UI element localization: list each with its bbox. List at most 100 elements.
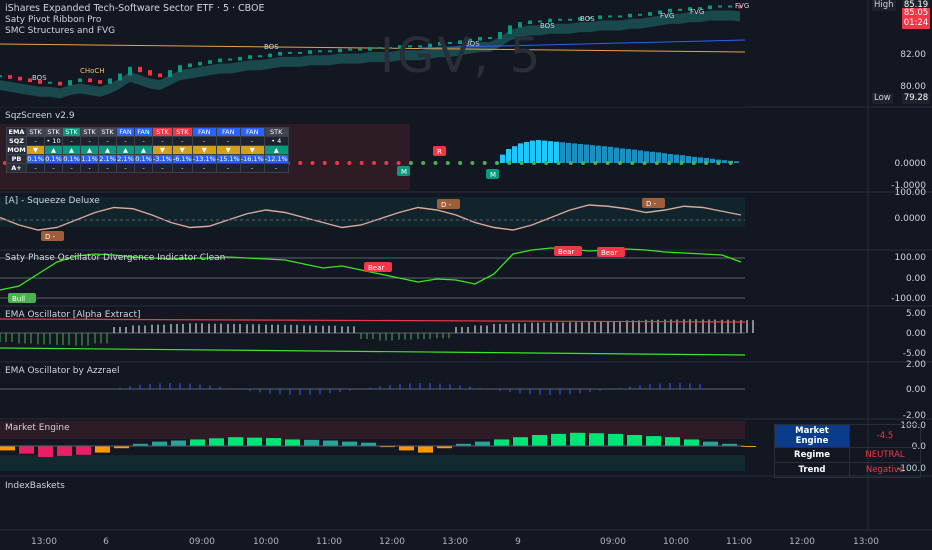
pivot-ribbon	[0, 10, 740, 99]
sqz-row-aplus: A+ - - - - - - - - - - - - -	[6, 163, 289, 173]
price-candle	[478, 36, 482, 41]
price-candle	[738, 5, 742, 9]
sqz-tick-neg1: -1.0000	[891, 181, 926, 191]
sqz-cell: ▼	[239, 145, 265, 155]
pane-title-sqzscreen: SqzScreen v2.9	[5, 111, 75, 121]
price-candle	[468, 38, 472, 43]
market-engine-row: Market Engine -4.5	[774, 424, 921, 448]
price-candle	[78, 78, 82, 83]
price-candle	[368, 46, 372, 51]
price-candle	[658, 10, 662, 15]
sqz-cell: ▲	[263, 145, 289, 155]
sqz-cell: -	[239, 163, 265, 173]
price-candle	[168, 70, 172, 78]
sqz-cell: -	[191, 163, 217, 173]
me-bar	[399, 446, 414, 451]
sqz-row-label: A+	[6, 163, 27, 173]
price-candle	[288, 51, 292, 54]
pane-title-squeeze-deluxe: [A] - Squeeze Deluxe	[5, 196, 100, 206]
sqz-bar	[692, 156, 697, 163]
sqz-bar	[548, 141, 553, 163]
signal-label: D -	[45, 233, 56, 241]
sqz-cell: -	[152, 163, 173, 173]
sqz-cell: -6.1%	[171, 154, 193, 164]
me-bar	[171, 440, 186, 446]
price-candle	[38, 80, 42, 84]
sqz-bar	[644, 151, 649, 163]
sqz-dot	[593, 161, 598, 165]
sqz-bar	[710, 158, 715, 163]
sqz-bar	[512, 146, 517, 163]
price-candle	[718, 5, 722, 8]
me-bar	[665, 437, 680, 446]
price-candle	[428, 43, 432, 48]
time-label: 13:00	[31, 537, 57, 547]
smc-label: FVG	[660, 12, 674, 20]
sqz-dot	[433, 161, 438, 165]
price-tick-82: 82.00	[900, 50, 926, 60]
sqz-dot	[408, 161, 413, 165]
emaa-upper-band	[0, 318, 746, 323]
sqz-bar	[542, 140, 547, 163]
sqz-bar	[572, 143, 577, 163]
me-bar	[646, 436, 661, 446]
price-candle	[438, 41, 442, 46]
sqz-cell: -	[80, 136, 99, 146]
price-candle	[418, 45, 422, 48]
phase-tick-0: 0.00	[905, 274, 926, 284]
smc-label: FVG	[735, 2, 749, 10]
sqz-dot	[322, 161, 327, 165]
price-candle	[108, 78, 112, 84]
trend-row: Trend Negative	[774, 462, 921, 478]
price-candle	[548, 18, 552, 23]
sqz-cell: ▲	[116, 145, 135, 155]
pivot-line	[419, 39, 746, 49]
sqz-header-cell: STK	[44, 127, 63, 137]
me-bar	[361, 442, 376, 446]
sqz-dot	[310, 161, 315, 165]
smc-label: BOS	[32, 74, 47, 82]
price-pane-bg	[0, 0, 745, 107]
sqz-header-cell: EMA	[6, 127, 27, 137]
price-candle	[458, 40, 462, 44]
sqz-dot	[372, 161, 376, 165]
sqz-cell: -3.1%	[152, 154, 173, 164]
sqz-bar	[536, 140, 541, 163]
sqz-dot	[347, 161, 352, 165]
sqz-dot	[568, 161, 573, 165]
sqz-bar	[554, 141, 559, 163]
sqz-dot	[679, 161, 684, 165]
sqz-bar	[650, 151, 655, 163]
me-bar	[38, 446, 53, 457]
sqz-cell: -	[98, 136, 117, 146]
sqz-dot	[581, 161, 586, 165]
price-candle	[688, 7, 692, 11]
sqz-cell: 0.1%	[26, 154, 45, 164]
signal-label: M	[490, 171, 496, 179]
sqz-header-cell: FAN	[134, 127, 153, 137]
price-candle	[28, 78, 32, 83]
sqz-cell: -	[98, 163, 117, 173]
sqz-cell: • 10	[44, 136, 63, 146]
me-bar	[741, 446, 756, 447]
sqz-dot	[519, 161, 524, 165]
price-candle	[278, 51, 282, 56]
price-candle	[0, 75, 2, 78]
sqd-band	[0, 197, 745, 227]
price-candle	[488, 36, 492, 39]
me-bar	[684, 439, 699, 446]
sqz-header-cell: STK	[98, 127, 117, 137]
price-candle	[678, 8, 682, 11]
price-candle	[198, 61, 202, 66]
sqz-dot	[716, 161, 721, 165]
sqz-dot	[445, 161, 450, 165]
sqz-dot	[691, 161, 696, 165]
sqz-dot	[335, 161, 340, 165]
signal-label-box	[8, 293, 36, 303]
signal-label-box	[433, 146, 446, 156]
me-bar	[380, 446, 395, 448]
me-bg-green	[0, 455, 745, 471]
me-bar	[551, 433, 566, 446]
me-bar	[418, 446, 433, 453]
